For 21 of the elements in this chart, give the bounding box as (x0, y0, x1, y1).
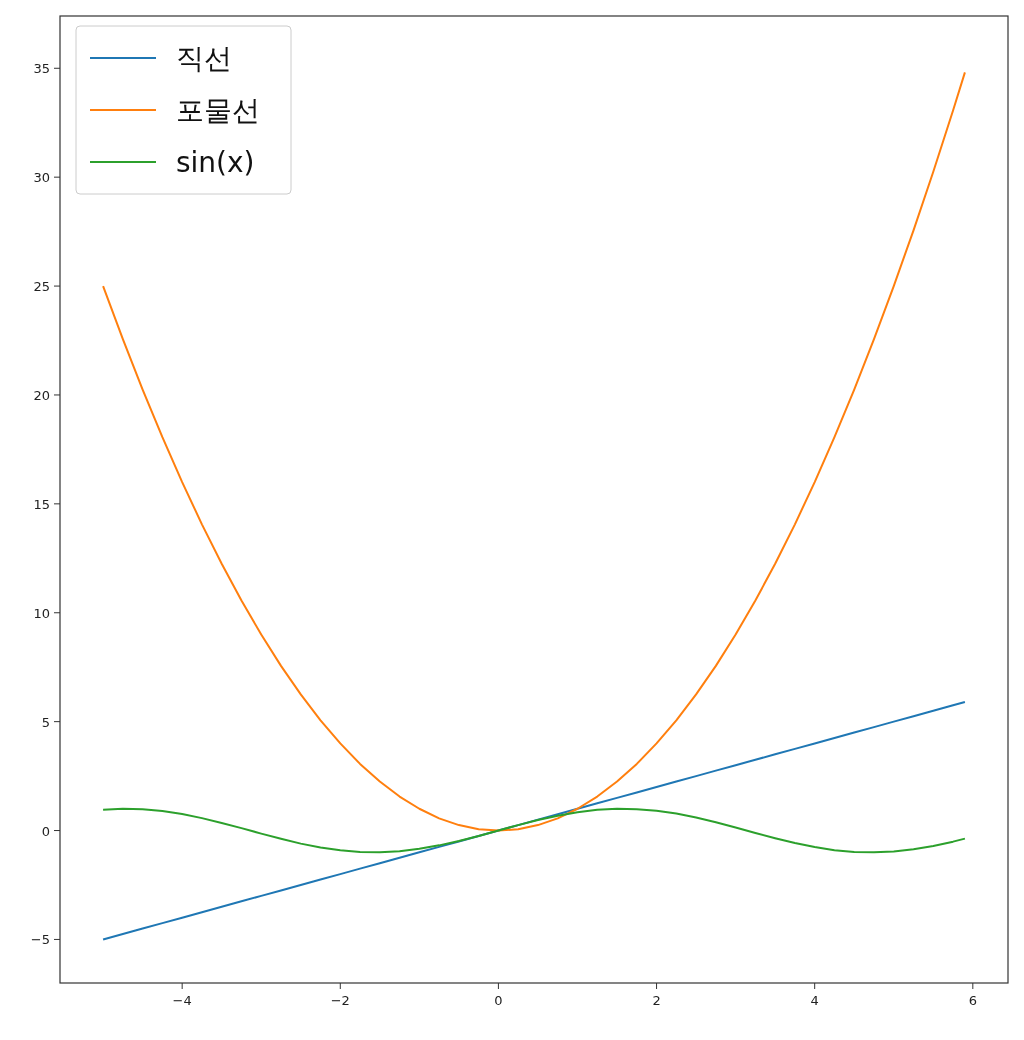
x-tick-label: 6 (968, 993, 977, 1008)
x-tick-label: 2 (652, 993, 661, 1008)
x-tick-label: −4 (172, 993, 192, 1008)
y-tick-label: 10 (33, 605, 50, 621)
line-series (102, 701, 966, 941)
x-tick-label: 4 (810, 993, 819, 1008)
y-tick-label: 5 (41, 714, 50, 730)
x-tick-label: 0 (494, 993, 503, 1008)
line-series (102, 71, 966, 832)
legend-label: 직선 (176, 42, 232, 75)
y-tick-label: −5 (30, 932, 50, 948)
y-tick-label: 35 (33, 61, 50, 77)
y-tick-label: 0 (41, 823, 50, 839)
y-tick-label: 30 (33, 170, 50, 186)
y-tick-label: 15 (33, 496, 50, 512)
y-tick-label: 20 (33, 387, 50, 403)
legend-label: 포물선 (176, 94, 260, 127)
y-tick-label: 25 (33, 279, 50, 295)
legend-label: sin(x) (176, 146, 255, 179)
line-series (102, 807, 966, 854)
x-tick-label: −2 (330, 993, 350, 1008)
